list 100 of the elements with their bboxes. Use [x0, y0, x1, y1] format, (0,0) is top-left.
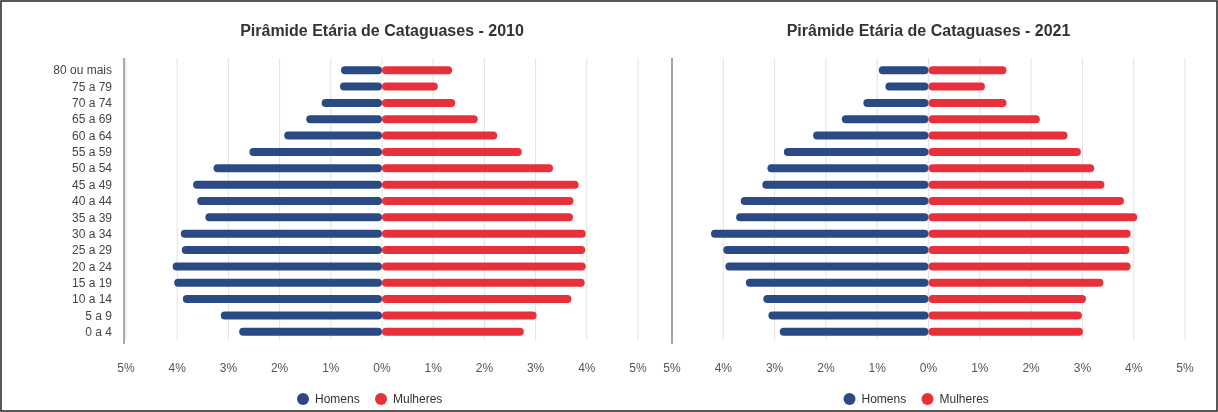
bar: [382, 262, 586, 271]
bar: [779, 327, 929, 336]
bar: [382, 295, 572, 304]
bar: [382, 246, 586, 255]
x-tick-label: 5%: [117, 361, 135, 375]
y-tick-label: 10 a 14: [71, 292, 113, 307]
bar: [928, 164, 1095, 173]
bar: [341, 66, 382, 75]
x-tick-label: 2%: [1022, 361, 1041, 375]
bar: [193, 180, 382, 189]
legend-label: Mulheres: [393, 392, 443, 407]
x-tick-label: 4%: [1125, 361, 1143, 375]
legend-label: Mulheres: [939, 392, 989, 407]
y-tick-label: 60 a 64: [71, 128, 113, 143]
x-tick-label: 3%: [1073, 361, 1092, 375]
bar: [928, 131, 1068, 140]
bar: [783, 147, 929, 156]
bar: [382, 278, 585, 287]
bar: [723, 246, 929, 255]
x-tick-label: 3%: [765, 361, 784, 375]
y-tick-label: 70 a 74: [71, 96, 113, 111]
x-tick-label: 5%: [629, 361, 647, 375]
y-tick-label: 75 a 79: [71, 79, 113, 94]
bar: [768, 311, 929, 320]
bar: [928, 229, 1131, 238]
bar: [205, 213, 382, 222]
bar: [928, 246, 1130, 255]
bar: [340, 82, 382, 91]
bar: [321, 98, 382, 107]
x-tick-label: 1%: [868, 361, 887, 375]
bar: [736, 213, 929, 222]
bar: [382, 213, 573, 222]
bar: [767, 164, 929, 173]
bar: [928, 295, 1086, 304]
bar: [878, 66, 929, 75]
legend-label: Homens: [861, 392, 907, 407]
bar: [382, 66, 453, 75]
y-tick-label: 20 a 24: [71, 259, 113, 274]
bar: [382, 147, 522, 156]
bar: [382, 311, 537, 320]
bar: [928, 311, 1082, 320]
x-tick-label: 5%: [663, 361, 681, 375]
x-tick-label: 4%: [714, 361, 733, 375]
bar: [725, 262, 929, 271]
y-tick-label: 80 ou mais: [53, 63, 112, 78]
bar: [928, 115, 1040, 124]
bar: [928, 213, 1138, 222]
bar: [710, 229, 929, 238]
bar: [928, 98, 1007, 107]
bar: [382, 82, 438, 91]
bar: [885, 82, 929, 91]
bar: [182, 295, 382, 304]
bar: [239, 327, 382, 336]
bar: [928, 82, 985, 91]
bar: [928, 180, 1105, 189]
y-tick-label: 35 a 39: [71, 210, 113, 225]
chart-title: Pirâmide Etária de Cataguases - 2021: [786, 22, 1071, 39]
bar: [382, 98, 456, 107]
x-tick-label: 1%: [322, 361, 340, 375]
y-tick-label: 40 a 44: [71, 194, 113, 209]
y-tick-label: 30 a 34: [71, 226, 113, 241]
y-tick-label: 50 a 54: [71, 161, 113, 176]
bar: [928, 197, 1124, 205]
x-tick-label: 0%: [919, 361, 938, 375]
x-tick-label: 1%: [424, 361, 443, 375]
bar: [745, 278, 929, 287]
x-tick-label: 3%: [219, 361, 238, 375]
bar: [181, 246, 382, 255]
bar: [928, 66, 1007, 75]
x-tick-label: 2%: [270, 361, 289, 375]
bar: [382, 229, 586, 238]
bar: [928, 262, 1131, 271]
y-tick-label: 25 a 29: [71, 243, 113, 258]
bar: [197, 197, 382, 205]
bar: [740, 197, 929, 205]
bar: [762, 180, 929, 189]
y-tick-label: 15 a 19: [71, 275, 113, 290]
bar: [172, 262, 382, 271]
y-tick-label: 45 a 49: [71, 177, 113, 192]
x-tick-label: 2%: [817, 361, 835, 375]
x-tick-label: 5%: [1176, 361, 1194, 375]
bar: [306, 115, 382, 124]
x-tick-label: 4%: [168, 361, 187, 375]
x-tick-label: 0%: [373, 361, 391, 375]
chart-title: Pirâmide Etária de Cataguases - 2010: [240, 22, 524, 39]
bar: [928, 278, 1104, 287]
bar: [220, 311, 382, 320]
bar: [841, 115, 929, 124]
legend-label: Homens: [315, 392, 360, 407]
bar: [928, 327, 1083, 336]
x-tick-label: 2%: [475, 361, 494, 375]
y-tick-label: 0 a 4: [85, 325, 113, 340]
bar: [382, 180, 579, 189]
x-tick-label: 4%: [578, 361, 596, 375]
y-tick-label: 65 a 69: [71, 112, 113, 127]
bar: [382, 131, 498, 140]
x-tick-label: 1%: [971, 361, 989, 375]
bar: [382, 115, 478, 124]
bar: [813, 131, 929, 140]
bar: [928, 147, 1081, 156]
